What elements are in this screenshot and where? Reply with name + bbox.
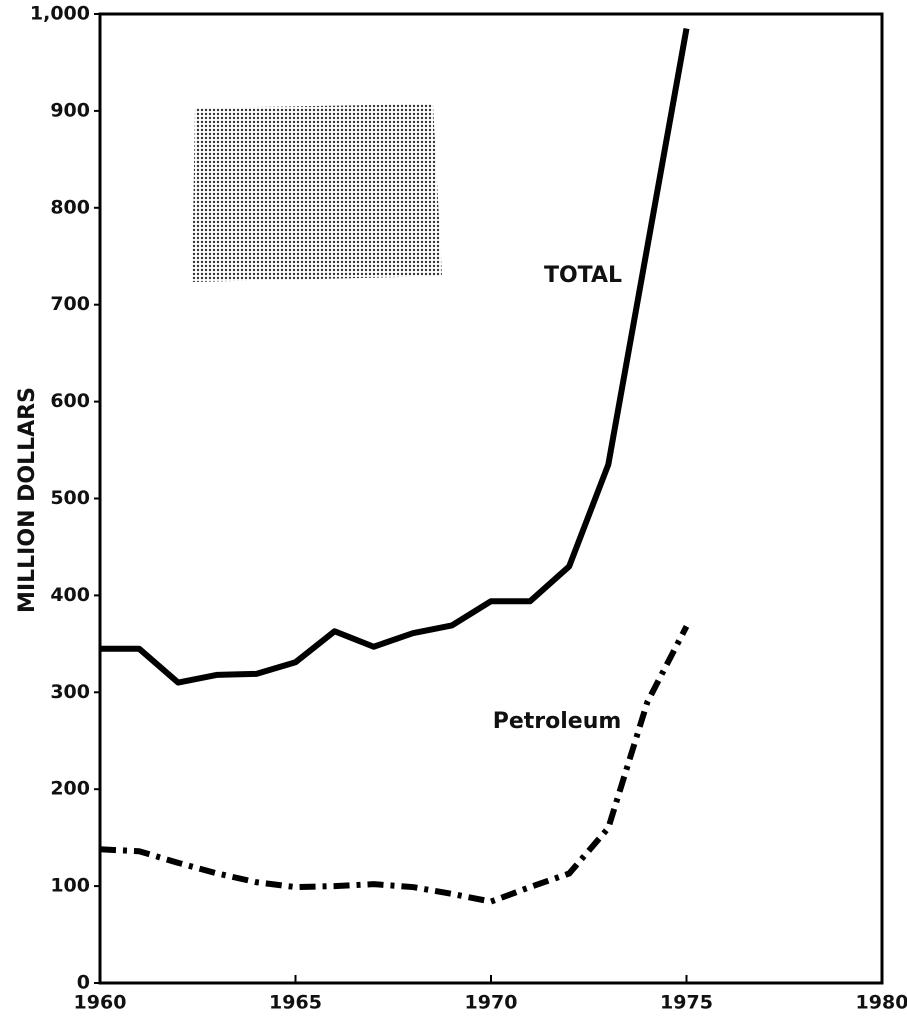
y-tick-label: 200 — [50, 778, 90, 800]
x-tick-label: 1980 — [856, 992, 907, 1014]
y-axis-label: MILLION DOLLARS — [15, 387, 40, 613]
x-tick-label: 1970 — [465, 992, 518, 1014]
y-tick-label: 500 — [50, 487, 90, 509]
y-tick-label: 700 — [50, 293, 90, 315]
series-label: Petroleum — [493, 709, 622, 734]
series-label: TOTAL — [544, 263, 622, 288]
series-line — [99, 625, 690, 905]
series-line — [100, 28, 690, 686]
y-tick-label: 900 — [50, 99, 90, 121]
y-tick-label: 800 — [50, 196, 90, 218]
y-tick-label: 300 — [50, 681, 90, 703]
y-tick-label: 400 — [50, 584, 90, 606]
y-tick-label: 0 — [77, 972, 90, 994]
x-tick-label: 1965 — [269, 992, 322, 1014]
x-tick-label: 1975 — [660, 992, 713, 1014]
y-tick-label: 100 — [50, 875, 90, 897]
shaded-box — [192, 104, 442, 282]
x-tick-label: 1960 — [74, 992, 127, 1014]
y-tick-label: 600 — [50, 390, 90, 412]
y-tick-label: 1,000 — [30, 3, 90, 25]
